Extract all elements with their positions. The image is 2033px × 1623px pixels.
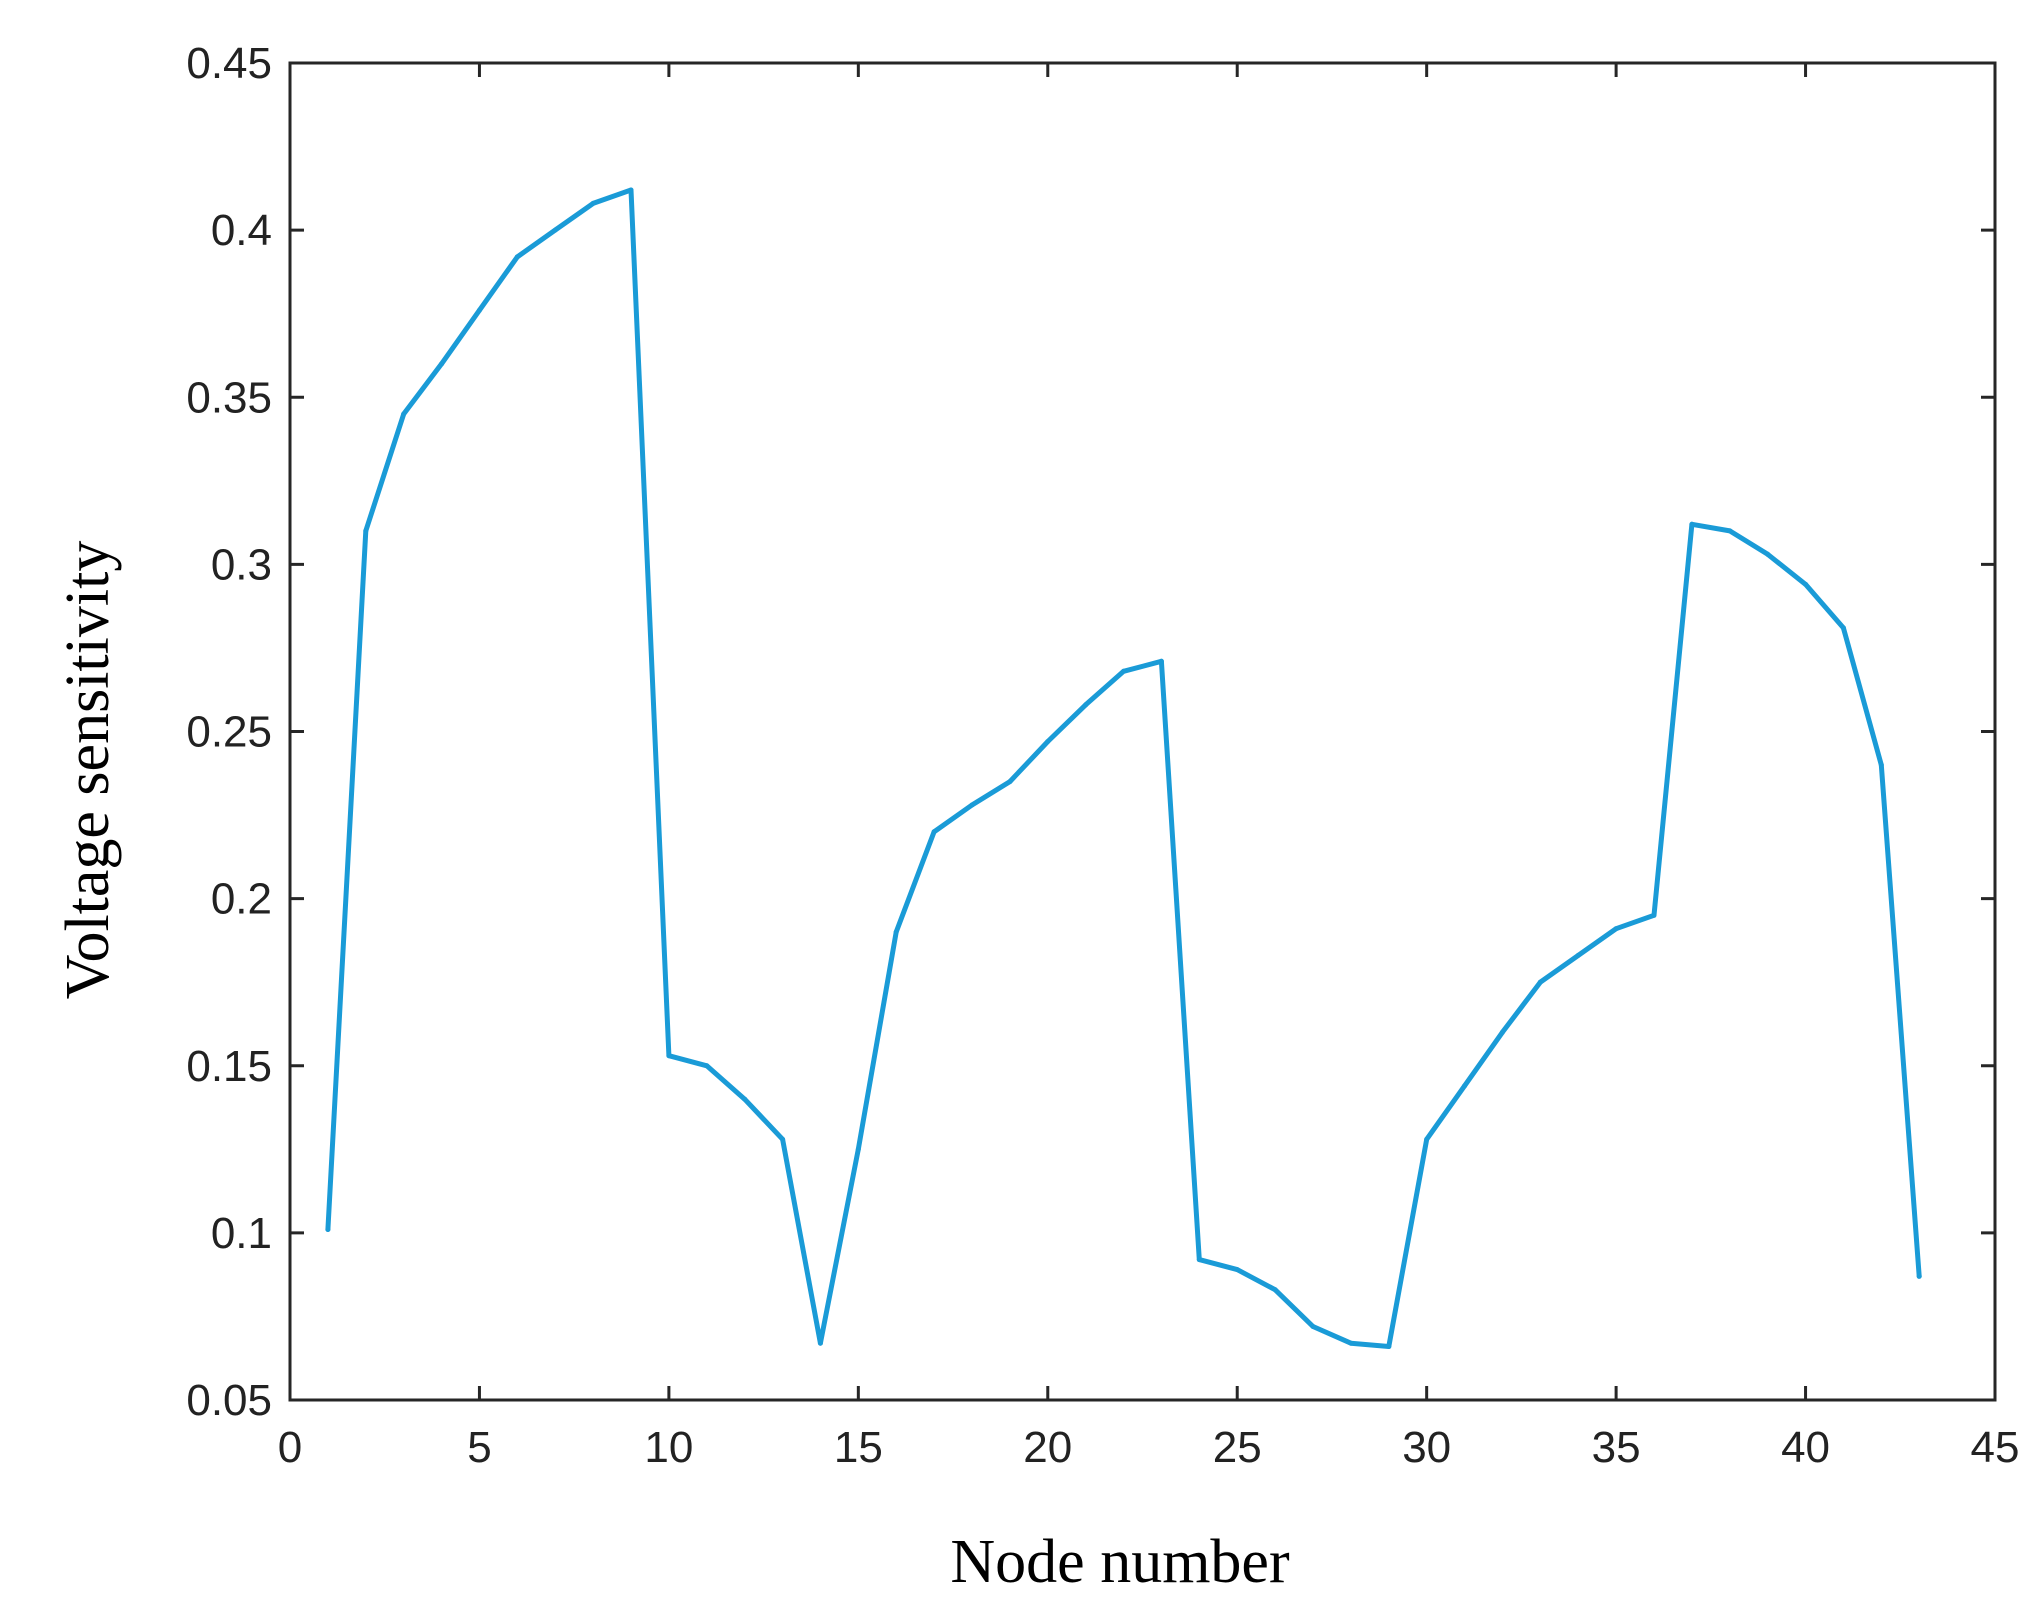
- data-point: [439, 361, 445, 367]
- series-layer: [325, 187, 1922, 1349]
- y-axis-ticks: 0.05 0.1 0.15 0.2 0.25 0.3 0.35 0.4 0.45: [186, 39, 1995, 1425]
- data-point: [1537, 979, 1543, 985]
- data-point: [590, 200, 596, 206]
- data-point: [855, 1146, 861, 1152]
- data-point: [1310, 1324, 1316, 1329]
- data-point: [1840, 625, 1846, 631]
- x-tick-label: 15: [834, 1423, 883, 1472]
- y-tick-label: 0.35: [186, 373, 272, 422]
- data-point: [704, 1063, 710, 1069]
- y-tick-label: 0.45: [186, 39, 272, 88]
- x-tick-label: 20: [1023, 1423, 1072, 1472]
- data-point: [1083, 702, 1089, 708]
- data-point: [1499, 1029, 1505, 1035]
- x-tick-label: 10: [644, 1423, 693, 1472]
- x-axis-ticks: 0 5 10 15 20 25 30 35 40 45: [278, 63, 2020, 1472]
- y-tick-label: 0.05: [186, 1376, 272, 1425]
- x-tick-label: 40: [1781, 1423, 1830, 1472]
- data-point: [1045, 739, 1051, 744]
- data-point: [1575, 952, 1581, 958]
- data-point: [817, 1340, 823, 1346]
- data-point: [1272, 1287, 1278, 1293]
- x-tick-label: 25: [1213, 1423, 1262, 1472]
- y-tick-label: 0.25: [186, 708, 272, 757]
- data-point: [514, 254, 520, 260]
- data-point: [1765, 551, 1771, 557]
- data-point: [1651, 912, 1657, 918]
- data-point: [325, 1227, 331, 1232]
- data-point: [969, 802, 975, 808]
- x-axis-label: Node number: [950, 1528, 1290, 1596]
- x-tick-label: 0: [278, 1423, 302, 1472]
- y-tick-label: 0.3: [211, 540, 272, 589]
- y-tick-label: 0.2: [211, 875, 272, 924]
- data-point: [628, 187, 634, 193]
- y-axis-label: Voltage sensitivity: [54, 541, 122, 1000]
- data-point: [1348, 1340, 1354, 1346]
- data-point: [1121, 668, 1127, 674]
- x-tick-label: 30: [1402, 1423, 1451, 1472]
- data-point: [1613, 926, 1619, 932]
- x-tick-label: 35: [1592, 1423, 1641, 1472]
- data-point: [1878, 762, 1884, 768]
- data-point: [1803, 581, 1809, 587]
- data-point: [1727, 528, 1733, 534]
- data-point: [1158, 658, 1164, 664]
- data-point: [1916, 1273, 1922, 1279]
- data-point: [552, 227, 558, 233]
- data-point: [401, 411, 407, 417]
- data-point: [1462, 1083, 1468, 1089]
- data-point: [780, 1136, 786, 1142]
- y-tick-label: 0.1: [211, 1209, 272, 1258]
- data-point: [476, 307, 482, 313]
- data-point: [1424, 1136, 1430, 1142]
- data-point: [1234, 1267, 1240, 1273]
- x-tick-label: 45: [1971, 1423, 2020, 1472]
- y-tick-label: 0.4: [211, 206, 272, 255]
- data-point: [363, 528, 369, 534]
- data-point: [1196, 1257, 1202, 1263]
- y-tick-label: 0.15: [186, 1042, 272, 1091]
- data-point: [742, 1096, 748, 1102]
- data-point: [893, 929, 899, 935]
- data-point: [666, 1053, 672, 1059]
- data-point: [1386, 1344, 1392, 1349]
- data-point: [931, 829, 937, 835]
- data-point: [1007, 779, 1013, 785]
- x-tick-label: 5: [467, 1423, 491, 1472]
- data-point: [1689, 521, 1695, 527]
